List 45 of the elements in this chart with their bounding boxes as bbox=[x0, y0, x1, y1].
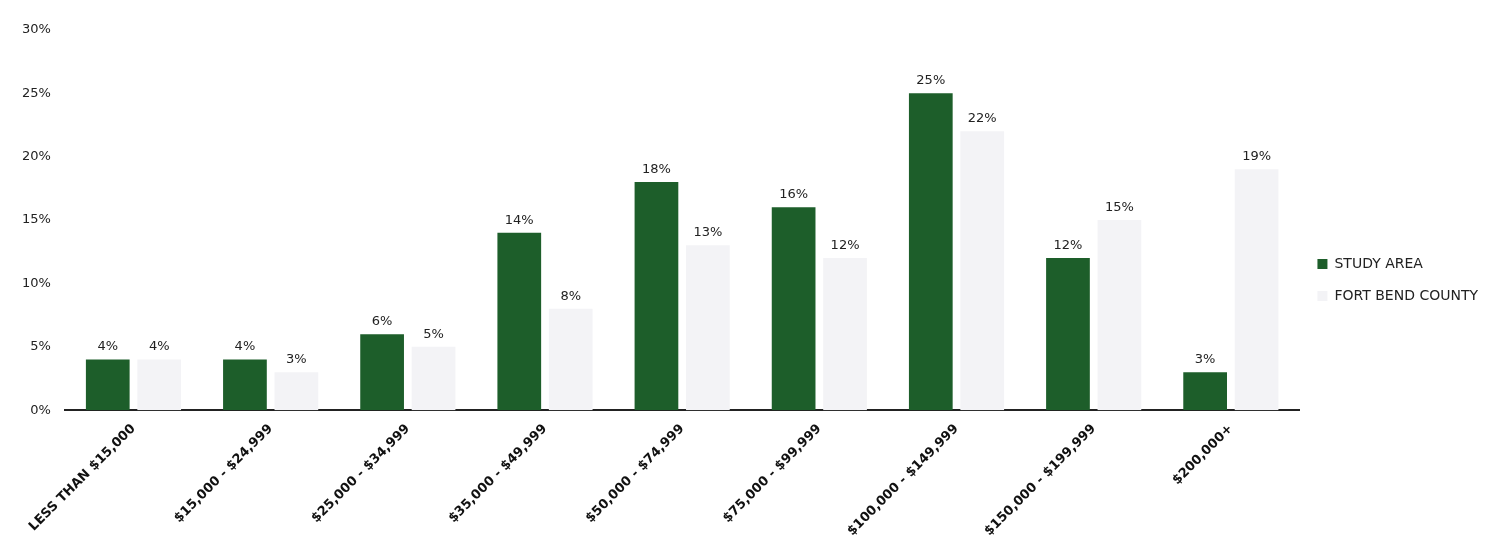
data-label: 4% bbox=[148, 338, 170, 354]
y-tick-label: 15% bbox=[21, 211, 51, 227]
data-label: 22% bbox=[967, 110, 997, 126]
data-label: 6% bbox=[371, 313, 393, 329]
data-label: 4% bbox=[234, 338, 256, 354]
bar bbox=[137, 359, 182, 411]
y-tick-label: 20% bbox=[21, 147, 51, 163]
data-label: 25% bbox=[916, 72, 946, 88]
bar bbox=[960, 131, 1005, 411]
data-label: 14% bbox=[504, 211, 534, 227]
data-label: 15% bbox=[1104, 198, 1134, 214]
y-tick-label: 25% bbox=[21, 84, 51, 100]
bar bbox=[274, 372, 319, 411]
bar bbox=[1046, 258, 1090, 411]
bar bbox=[497, 232, 542, 411]
data-label: 12% bbox=[1053, 236, 1083, 252]
bar bbox=[908, 93, 953, 411]
data-label: 4% bbox=[97, 338, 119, 354]
y-tick-label: 5% bbox=[30, 338, 51, 354]
bar bbox=[85, 359, 130, 411]
bar bbox=[1183, 372, 1227, 411]
bar bbox=[548, 308, 593, 411]
y-tick-label: 10% bbox=[21, 274, 51, 290]
data-label: 16% bbox=[779, 186, 809, 202]
data-label: 5% bbox=[423, 325, 444, 341]
bar bbox=[360, 334, 404, 411]
data-label: 18% bbox=[642, 160, 671, 176]
bar bbox=[823, 258, 867, 411]
data-label: 19% bbox=[1242, 148, 1272, 164]
bar bbox=[634, 181, 679, 411]
y-tick-label: 0% bbox=[30, 401, 51, 417]
bar bbox=[686, 245, 730, 411]
bar bbox=[1234, 169, 1279, 411]
data-label: 13% bbox=[693, 224, 723, 240]
data-label: 8% bbox=[560, 287, 582, 303]
data-label: 3% bbox=[1194, 351, 1216, 367]
bar bbox=[1097, 220, 1142, 411]
legend-label: FORT BEND COUNTY bbox=[1334, 286, 1479, 303]
y-tick-label: 30% bbox=[21, 21, 51, 37]
bar bbox=[223, 359, 267, 411]
legend-label: STUDY AREA bbox=[1334, 254, 1424, 271]
data-label: 12% bbox=[830, 236, 860, 252]
bar bbox=[411, 346, 456, 411]
data-label: 3% bbox=[286, 351, 307, 367]
bar bbox=[771, 207, 816, 411]
